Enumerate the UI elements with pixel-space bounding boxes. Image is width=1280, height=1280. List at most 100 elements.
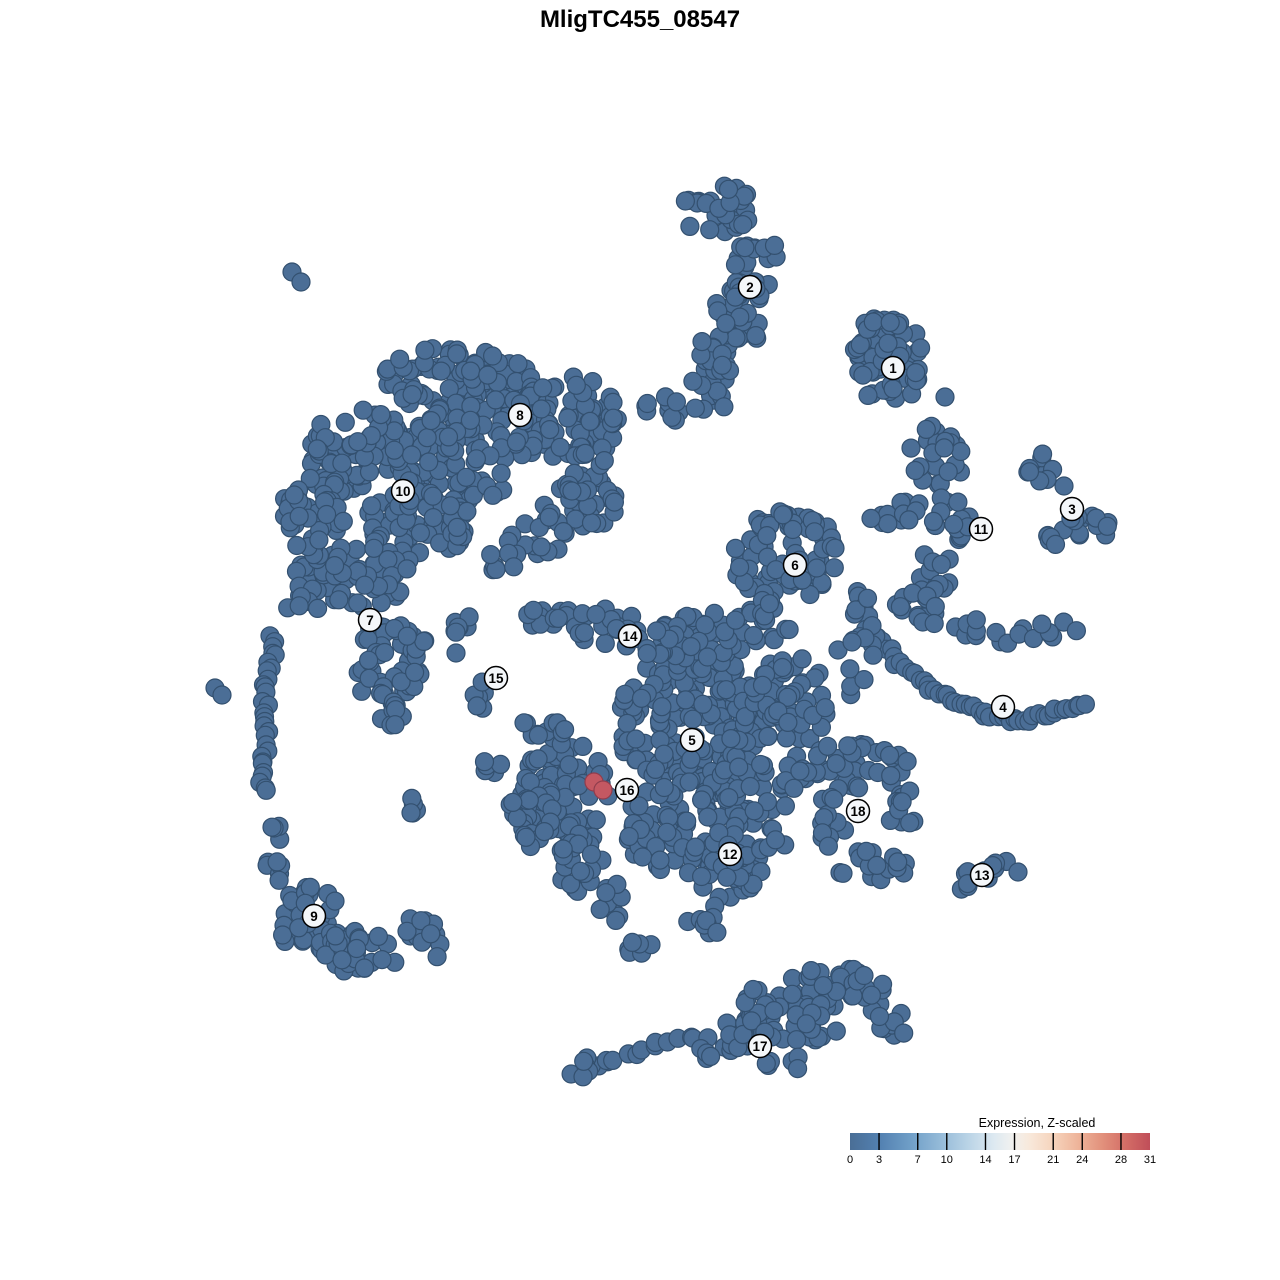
legend-tick-label: 17 (1008, 1154, 1020, 1166)
data-point (744, 801, 764, 821)
data-point (1054, 476, 1074, 496)
data-point (765, 830, 786, 850)
data-point (359, 650, 379, 670)
cluster-label-circle (483, 665, 509, 691)
cluster-label-circle (357, 607, 383, 633)
data-point (421, 924, 441, 944)
data-point (461, 361, 481, 381)
data-point (716, 680, 736, 700)
data-point (284, 485, 304, 505)
data-point (746, 326, 766, 346)
data-point (910, 338, 931, 358)
data-point (335, 412, 355, 432)
data-point (725, 255, 746, 275)
cluster-label-circle (880, 355, 906, 381)
data-point (562, 481, 582, 501)
data-point (553, 839, 573, 859)
data-point (593, 780, 613, 800)
data-point (483, 346, 503, 366)
data-point (559, 755, 579, 775)
legend-tick-label: 14 (979, 1154, 991, 1166)
cluster-label-text: 11 (974, 522, 989, 537)
data-point (548, 608, 568, 629)
data-point (692, 332, 712, 352)
data-point (719, 787, 739, 808)
cluster-label-circle (968, 516, 994, 542)
data-point (212, 685, 232, 705)
data-point (783, 519, 803, 540)
data-point (325, 555, 345, 576)
data-point (897, 751, 917, 772)
data-point (446, 643, 466, 663)
data-point (287, 535, 307, 556)
data-point (729, 757, 749, 777)
data-point (879, 745, 900, 765)
cluster-label-circle (845, 798, 871, 824)
cluster-17-points (561, 959, 914, 1087)
data-point (309, 530, 329, 550)
data-point (1075, 694, 1096, 714)
data-point (856, 841, 876, 862)
data-point (951, 441, 971, 462)
data-point (385, 715, 405, 735)
cluster-label-text: 5 (688, 733, 696, 748)
data-point (818, 836, 839, 856)
data-point (721, 728, 741, 749)
data-point (857, 588, 878, 608)
data-point (657, 822, 677, 842)
cluster-label-14: 14 (617, 623, 643, 649)
data-point (894, 1023, 914, 1043)
data-point (916, 419, 936, 439)
data-point (718, 179, 739, 199)
legend-tick-label: 21 (1047, 1154, 1059, 1166)
data-point (944, 514, 964, 534)
data-point (397, 559, 417, 579)
data-point (637, 393, 657, 414)
data-point (503, 792, 523, 813)
data-point (573, 736, 593, 757)
data-point (637, 643, 657, 664)
data-point (421, 411, 441, 431)
legend-tick-label: 24 (1076, 1154, 1088, 1166)
data-point (417, 428, 437, 448)
data-point (438, 427, 459, 447)
data-point (714, 397, 734, 417)
data-point (878, 333, 898, 353)
data-point (833, 863, 853, 883)
data-point (466, 449, 486, 469)
data-point (750, 754, 771, 775)
data-point (869, 1006, 890, 1027)
cluster-label-circle (301, 903, 327, 929)
data-point (574, 622, 595, 643)
data-point (506, 432, 527, 452)
data-point (347, 938, 367, 959)
data-point (773, 505, 793, 525)
cluster-14-points (518, 599, 679, 664)
data-point (467, 696, 487, 716)
cluster-label-3: 3 (1059, 496, 1085, 522)
data-point (867, 855, 887, 876)
data-point (575, 443, 595, 463)
data-point (447, 344, 467, 364)
data-point (619, 826, 639, 847)
data-point (308, 598, 328, 619)
legend-tick-label: 0 (847, 1154, 853, 1166)
data-point (447, 517, 467, 538)
data-point (491, 463, 511, 483)
cluster-label-circle (990, 694, 1016, 720)
cluster-label-17: 17 (747, 1033, 773, 1059)
data-point (752, 675, 773, 695)
data-point (431, 361, 451, 381)
data-point (923, 511, 944, 532)
cluster-2-points (636, 176, 786, 430)
data-point (796, 1014, 816, 1034)
data-point (586, 810, 606, 830)
data-point (629, 796, 649, 816)
data-point (905, 460, 925, 481)
data-point (566, 375, 586, 395)
data-point (1045, 534, 1066, 555)
data-point (1032, 444, 1053, 464)
data-point (1032, 614, 1052, 634)
expression-legend: Expression, Z-scaled 0 3 7 10 14 17 21 24 28 31 (847, 1116, 1156, 1166)
data-point (463, 485, 483, 505)
